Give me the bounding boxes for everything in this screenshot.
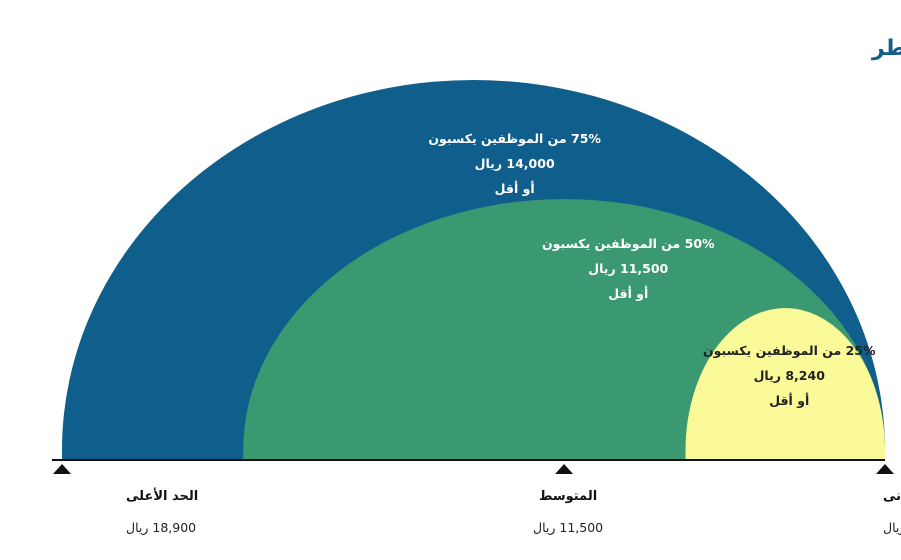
marker-triangle-2 xyxy=(53,464,71,474)
percentile-25-statement: 25% من الموظفين يكسبون xyxy=(703,343,876,358)
marker-name-2: الحد الأعلى xyxy=(126,487,198,504)
percentile-25-value: 8,240 ريال xyxy=(754,368,826,383)
marker-value-0: 6,770 ريال xyxy=(883,520,901,536)
percentile-50-value: 11,500 ريال xyxy=(588,261,668,276)
marker-name-0: الحد الأدنى xyxy=(883,487,901,504)
percentile-75-statement: 75% من الموظفين يكسبون xyxy=(428,131,601,146)
percentile-arcs xyxy=(62,80,886,461)
marker-triangle-0 xyxy=(876,464,894,474)
chart-title: توزيع رواتب المدرسين في في قطر xyxy=(871,36,901,61)
percentile-50-qualifier: أو أقل xyxy=(608,285,648,301)
percentile-50-statement: 50% من الموظفين يكسبون xyxy=(542,236,715,251)
marker-value-1: 11,500 ريال xyxy=(533,520,603,536)
marker-triangle-1 xyxy=(555,464,574,474)
marker-value-2: 18,900 ريال xyxy=(126,520,196,536)
percentile-25-qualifier: أو أقل xyxy=(769,392,809,408)
percentile-arc-25 xyxy=(685,308,885,460)
percentile-75-qualifier: أو أقل xyxy=(495,180,535,196)
percentile-labels: 75% من الموظفين يكسبون 14,000 ريال أو أقل 5… xyxy=(428,131,876,408)
marker-name-1: المتوسط xyxy=(539,489,597,504)
salary-markers: الحد الأدنى 6,770 ريال المتوسط 11,500 ريال ا… xyxy=(53,464,901,536)
percentile-75-value: 14,000 ريال xyxy=(475,156,555,171)
